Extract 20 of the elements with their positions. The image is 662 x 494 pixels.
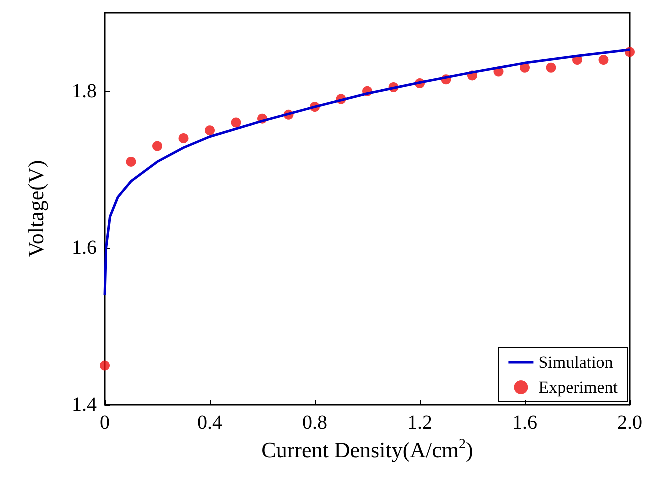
x-tick-label: 0.4 [198,412,222,434]
point [126,156,136,167]
legend-label: Experiment [538,378,618,397]
point [152,141,162,152]
y-tick-label: 1.4 [72,394,97,416]
legend-label: Simulation [538,353,614,372]
point [546,62,556,73]
x-tick-label: 2.0 [618,412,642,434]
point [178,133,189,144]
y-axis-title: Voltage(V) [24,160,48,258]
point [100,360,110,371]
point [598,55,609,66]
y-tick-label: 1.8 [72,80,97,102]
x-tick-label: 0 [100,412,110,434]
x-tick-label: 1.2 [408,412,432,434]
x-tick-label: 1.6 [512,412,538,434]
x-tick-label: 0.8 [302,412,328,434]
point [205,126,215,136]
y-tick-label: 1.6 [72,237,97,260]
point [231,118,242,128]
